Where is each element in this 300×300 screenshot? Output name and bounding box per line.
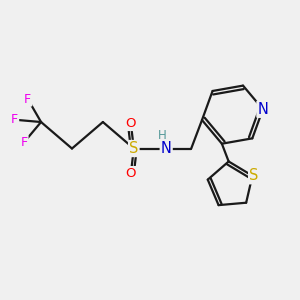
Text: O: O [126,167,136,180]
Text: S: S [249,168,259,183]
Text: N: N [257,102,268,117]
Text: N: N [161,141,172,156]
Text: H: H [158,129,166,142]
Text: F: F [20,136,28,149]
Text: O: O [126,117,136,130]
Text: S: S [129,141,139,156]
Text: F: F [24,93,32,106]
Text: F: F [11,113,18,126]
